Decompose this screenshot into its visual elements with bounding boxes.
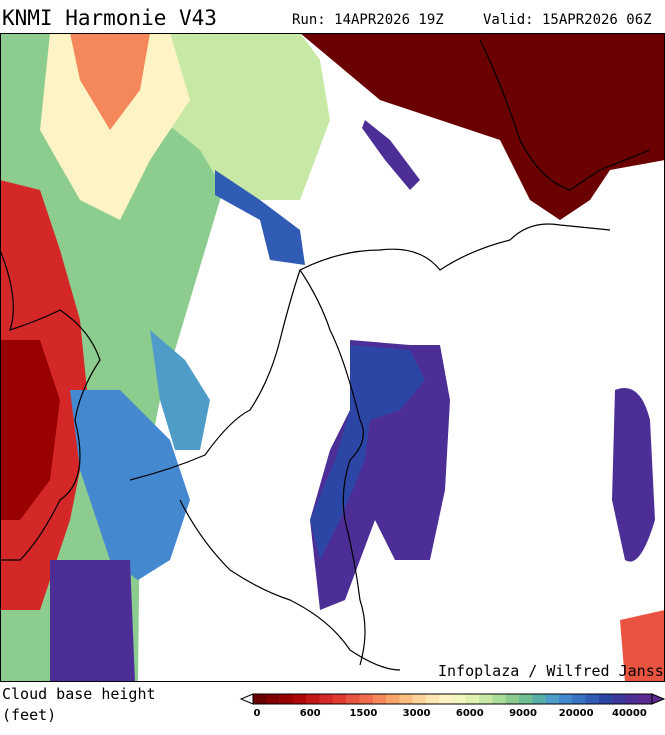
cloud-streak	[362, 120, 420, 190]
cloud-field-orange	[70, 33, 150, 130]
colorbar-swatch	[279, 694, 294, 704]
colorbar-swatch	[465, 694, 480, 704]
cloud-field-dark-red	[0, 340, 60, 520]
valid-time: Valid: 15APR2026 06Z	[483, 12, 652, 28]
colorbar-swatch	[332, 694, 347, 704]
border-east	[299, 269, 366, 666]
colorbar-swatch	[479, 694, 493, 704]
colorbar-frame	[252, 693, 653, 705]
colorbar-arrow-left	[239, 693, 254, 705]
coastline-west	[0, 249, 101, 561]
colorbar-label: 6000	[456, 708, 484, 719]
colorbar-swatch	[253, 694, 267, 704]
colorbar-label: 1500	[349, 708, 377, 719]
legend-unit: (feet)	[2, 706, 56, 724]
cloud-field-blue-3	[215, 170, 305, 265]
coastline-northeast	[479, 39, 651, 191]
colorbar-label: 600	[300, 708, 321, 719]
credit: Infoplaza / Wilfred Janssen	[438, 662, 665, 680]
cloud-field-blue-2	[150, 330, 210, 450]
colorbar-swatch	[598, 694, 613, 704]
cloud-field-orange-2	[620, 610, 665, 682]
cloud-field-indigo	[310, 345, 425, 560]
colorbar-swatch	[266, 694, 280, 704]
map: Infoplaza / Wilfred Janssen	[0, 33, 665, 682]
cloud-field-green	[0, 33, 300, 682]
cloud-field-blue	[70, 390, 190, 580]
title: KNMI Harmonie V43	[2, 6, 217, 30]
colorbar-swatch	[386, 694, 400, 704]
colorbar-swatch	[492, 694, 506, 704]
colorbar-swatch	[638, 694, 653, 704]
colorbar-swatch	[558, 694, 573, 704]
colorbar-label: 40000	[612, 708, 647, 719]
colorbar-swatch	[306, 694, 320, 704]
colorbar-swatch	[625, 694, 639, 704]
cloud-field-purple-3	[612, 388, 655, 562]
colorbar: 0 600 1500 3000 6000 9000 20000 40000	[239, 693, 665, 719]
colorbar-swatch	[545, 694, 560, 704]
colorbar-swatch	[612, 694, 626, 704]
legend-title: Cloud base height	[2, 685, 156, 703]
colorbar-swatch	[439, 694, 453, 704]
colorbar-swatch	[572, 694, 586, 704]
colorbar-swatch	[359, 694, 373, 704]
colorbar-label: 3000	[403, 708, 431, 719]
colorbar-swatch	[412, 694, 427, 704]
colorbar-swatch	[372, 694, 387, 704]
colorbar-swatch	[452, 694, 467, 704]
colorbar-swatch	[425, 694, 440, 704]
colorbar-swatch	[519, 694, 533, 704]
colorbar-label: 20000	[559, 708, 594, 719]
colorbar-swatch	[399, 694, 413, 704]
colorbar-swatch	[585, 694, 600, 704]
colorbar-swatch	[319, 694, 334, 704]
colorbar-swatch	[532, 694, 546, 704]
cloud-field-purple	[50, 560, 135, 682]
cloud-field-purple-2	[310, 340, 450, 610]
run-time: Run: 14APR2026 19Z	[292, 12, 444, 28]
colorbar-swatch	[505, 694, 520, 704]
colorbar-swatch	[292, 694, 307, 704]
colorbar-label: 0	[254, 708, 261, 719]
colorbar-arrow-right	[651, 693, 665, 705]
colorbar-label: 9000	[509, 708, 537, 719]
cloud-field-yellow	[40, 33, 190, 220]
colorbar-swatch	[346, 694, 360, 704]
cloud-field-dark-red-2	[300, 33, 665, 220]
